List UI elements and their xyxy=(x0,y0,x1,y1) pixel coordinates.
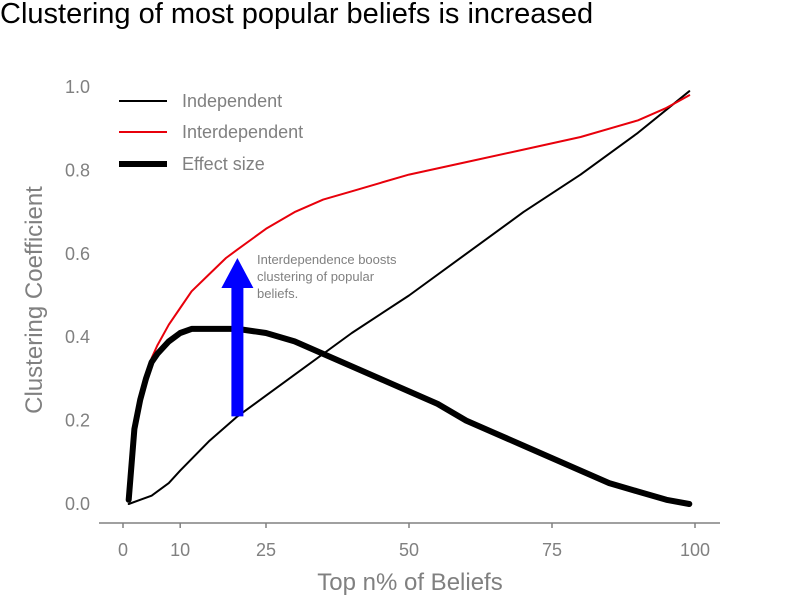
annotation-line-3: beliefs. xyxy=(257,286,298,301)
annotation-line-1: Interdependence boosts xyxy=(257,252,397,267)
legend-label-independent: Independent xyxy=(182,91,282,111)
series-line-effect-size xyxy=(125,325,693,507)
x-tick-label: 10 xyxy=(170,540,190,560)
legend-label-interdependent: Interdependent xyxy=(182,122,303,142)
legend: Independent Interdependent Effect size xyxy=(119,91,303,174)
y-tick-label: 0.6 xyxy=(65,244,90,264)
y-tick-label: 0.2 xyxy=(65,411,90,431)
series-line-independent xyxy=(127,90,691,505)
chart-title: Clustering of most popular beliefs is in… xyxy=(0,0,593,30)
y-tick-label: 1.0 xyxy=(65,77,90,97)
x-tick-label: 100 xyxy=(680,540,710,560)
x-ticks: 0 10 25 50 75 100 xyxy=(118,523,710,560)
y-tick-label: 0.4 xyxy=(65,327,90,347)
x-tick-label: 75 xyxy=(542,540,562,560)
y-ticks: 0.0 0.2 0.4 0.6 0.8 1.0 xyxy=(65,77,90,514)
x-tick-label: 25 xyxy=(256,540,276,560)
x-axis-label: Top n% of Beliefs xyxy=(317,569,502,596)
y-axis-label: Clustering Coefficient xyxy=(21,186,48,414)
y-tick-label: 0.8 xyxy=(65,160,90,180)
up-arrow-icon xyxy=(221,258,254,417)
legend-label-effect-size: Effect size xyxy=(182,154,265,174)
x-tick-label: 0 xyxy=(118,540,128,560)
annotation-line-2: clustering of popular xyxy=(257,269,375,284)
y-tick-label: 0.0 xyxy=(65,494,90,514)
annotation: Interdependence boosts clustering of pop… xyxy=(221,252,397,417)
series-layer xyxy=(125,90,693,507)
x-tick-label: 50 xyxy=(399,540,419,560)
